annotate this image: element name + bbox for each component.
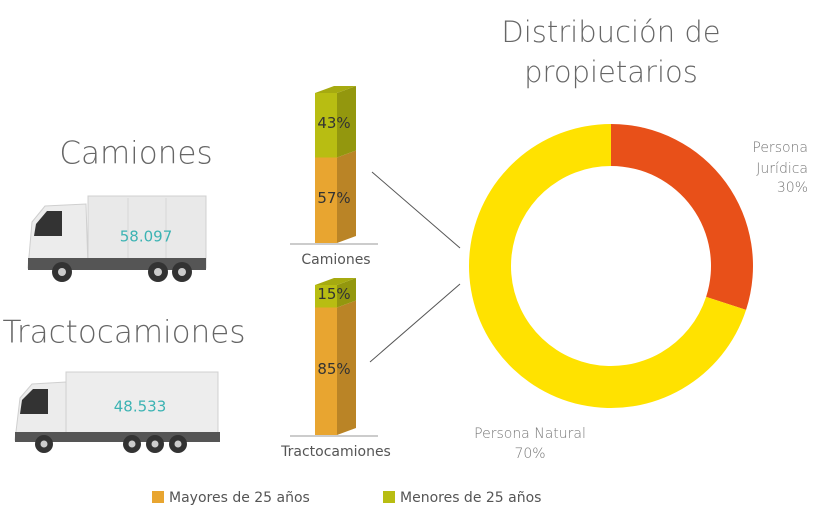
connector [370,284,460,362]
page: Camiones 58.097 Tractocamiones 48.533 Ca… [0,0,824,510]
data-label: 15% [317,285,350,303]
slice-value: 70% [440,446,620,462]
data-label: 43% [317,114,350,132]
legend-swatch [152,491,164,503]
vehicle-count: 58.097 [120,228,173,246]
vehicle-count: 48.533 [114,398,167,416]
vehicle-label: Camiones [59,136,212,172]
vehicle-label: Tractocamiones [3,315,246,351]
connector [372,172,460,248]
x-tick-label: Tractocamiones [280,444,391,460]
data-label: 57% [317,189,350,207]
data-label: 85% [317,360,350,378]
x-tick-label: Camiones [301,252,370,268]
slice-value: 30% [720,180,808,196]
legend-label: Mayores de 25 años [169,490,310,506]
legend-label: Menores de 25 años [400,490,541,506]
slice-label: Persona Natural [440,424,620,445]
legend-swatch [383,491,395,503]
chart-title: Distribución de propietarios [481,12,741,92]
slice-label: Persona Jurídica [720,138,808,180]
truck-icon [28,196,206,282]
